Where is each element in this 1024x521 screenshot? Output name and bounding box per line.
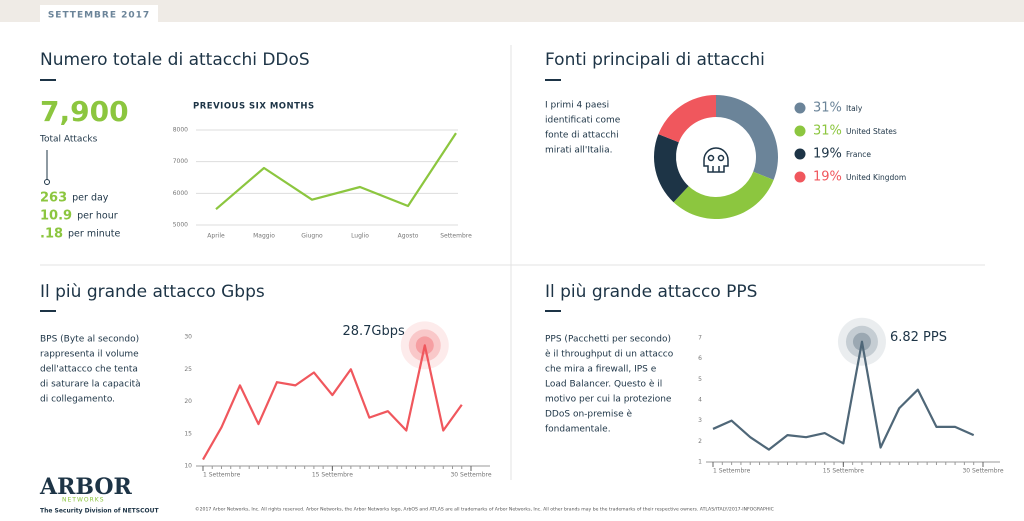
value-label: 31% xyxy=(813,124,842,139)
value-label: 19% xyxy=(813,170,842,185)
section-title: Numero totale di attacchi DDoS xyxy=(40,50,310,70)
y-tick-label: 30 xyxy=(184,334,192,341)
donut-segment xyxy=(654,134,689,203)
x-tick-label: 15 Settembre xyxy=(823,468,864,475)
stat-value: .18 xyxy=(40,227,63,242)
annotation: 28.7Gbps xyxy=(342,324,405,339)
header-band xyxy=(0,0,1024,22)
description: DDoS on-premise è xyxy=(545,409,633,420)
description: dell'attacco che tenta xyxy=(40,365,138,375)
legend-swatch xyxy=(794,102,806,114)
legend-label: United States xyxy=(846,127,897,136)
description: mirati all'Italia. xyxy=(545,146,612,156)
description: BPS (Byte al secondo) xyxy=(40,335,139,345)
big-number: 7,900 xyxy=(40,95,129,128)
y-tick-label: 4 xyxy=(698,397,702,404)
y-tick-label: 5 xyxy=(698,376,702,383)
skull-icon xyxy=(703,147,729,173)
stat-value: 263 xyxy=(40,191,67,206)
value-label: 31% xyxy=(813,101,842,116)
x-tick-label: 15 Settembre xyxy=(312,472,353,479)
section-title: Fonti principali di attacchi xyxy=(545,50,765,70)
x-tick-label: Luglio xyxy=(351,233,369,240)
description: fonte di attacchi xyxy=(545,131,619,141)
y-tick-label: 15 xyxy=(184,430,192,437)
description: di collegamento. xyxy=(40,395,115,405)
legal: ©2017 Arbor Networks, Inc. All rights re… xyxy=(195,506,774,513)
y-tick-label: 20 xyxy=(184,398,192,405)
stat-unit: per minute xyxy=(68,229,120,240)
description: rappresenta il volume xyxy=(40,350,139,360)
x-tick-label: 1 Settembre xyxy=(713,468,751,475)
y-tick-label: 7000 xyxy=(173,158,188,165)
big-label: Total Attacks xyxy=(39,135,98,145)
x-tick-label: Agosto xyxy=(398,233,419,240)
header-tab xyxy=(40,5,158,22)
legend-label: Italy xyxy=(846,104,863,113)
description: motivo per cui la protezione xyxy=(545,395,672,405)
x-tick-label: Settembre xyxy=(440,233,472,240)
description: è il throughput di un attacco xyxy=(545,349,674,360)
logo: ARBOR xyxy=(39,474,133,500)
description: Load Balancer. Questo è il xyxy=(545,379,662,390)
annotation: 6.82 PPS xyxy=(890,330,947,345)
x-tick-label: Giugno xyxy=(301,233,323,240)
legend-swatch xyxy=(794,125,806,137)
series-line xyxy=(215,132,457,211)
y-tick-label: 3 xyxy=(698,417,702,424)
series-line xyxy=(202,344,463,461)
stat-unit: per day xyxy=(72,193,109,204)
section-title: Il più grande attacco PPS xyxy=(545,282,757,302)
description: I primi 4 paesi xyxy=(545,101,609,111)
y-tick-label: 1 xyxy=(698,459,702,466)
y-tick-label: 8000 xyxy=(173,127,188,134)
y-tick-label: 5000 xyxy=(173,222,188,229)
x-tick-label: Aprile xyxy=(207,233,225,240)
section-title: Il più grande attacco Gbps xyxy=(40,282,265,302)
x-tick-label: 30 Settembre xyxy=(962,468,1003,475)
y-tick-label: 6 xyxy=(698,355,702,362)
y-tick-label: 2 xyxy=(698,438,702,445)
legend-label: United Kingdom xyxy=(846,173,906,182)
value-label: 19% xyxy=(813,147,842,162)
y-tick-label: 10 xyxy=(184,463,192,470)
description: PPS (Pacchetti per secondo) xyxy=(545,335,671,345)
y-tick-label: 25 xyxy=(184,366,192,373)
connector-dot xyxy=(44,179,50,185)
chart-title: PREVIOUS SIX MONTHS xyxy=(193,102,315,112)
x-tick-label: 1 Settembre xyxy=(203,472,241,479)
description: identificati come xyxy=(545,116,621,126)
donut-segment xyxy=(673,171,774,219)
description: di saturare la capacità xyxy=(40,380,141,390)
series-line xyxy=(712,340,975,451)
header-tag: SETTEMBRE 2017 xyxy=(48,11,150,21)
division: The Security Division of NETSCOUT xyxy=(40,508,159,515)
donut-segment xyxy=(658,95,716,143)
stat-value: 10.9 xyxy=(40,209,72,224)
legend-swatch xyxy=(794,171,806,183)
x-tick-label: Maggio xyxy=(253,233,275,240)
logo-sub: NETWORKS xyxy=(62,497,105,504)
donut-segment xyxy=(716,95,778,180)
description: che mira a firewall, IPS e xyxy=(545,365,657,375)
y-tick-label: 7 xyxy=(698,335,702,342)
legend-swatch xyxy=(794,148,806,160)
x-tick-label: 30 Settembre xyxy=(450,472,491,479)
description: fondamentale. xyxy=(545,425,611,435)
legend-label: France xyxy=(846,150,871,159)
stat-unit: per hour xyxy=(77,211,118,222)
y-tick-label: 6000 xyxy=(173,190,188,197)
